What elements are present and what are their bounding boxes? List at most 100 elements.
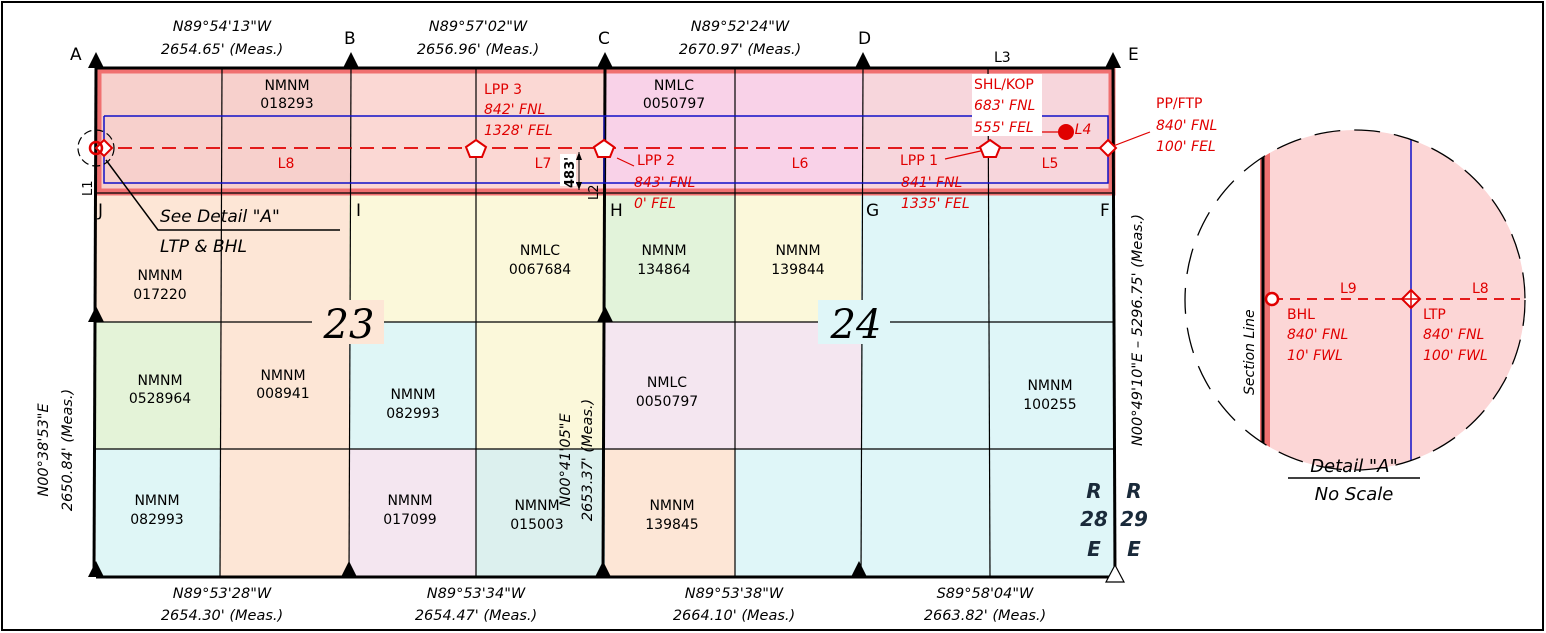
detail-bhl-fnl: 840' FNL — [1287, 327, 1348, 343]
bearing-bottom-1-dist: 2654.30' (Meas.) — [161, 608, 283, 624]
line-l6: L6 — [792, 156, 809, 172]
lease-0528964-number: 0528964 — [129, 391, 191, 407]
lease-100255-prefix: NMNM — [1027, 378, 1072, 394]
bearing-bottom-3-dist: 2664.10' (Meas.) — [673, 608, 795, 624]
pp-markers — [94, 138, 1118, 158]
lease-082993l-number: 082993 — [130, 512, 183, 528]
lpp1-fnl: 841' FNL — [901, 175, 962, 191]
bearing-left: N00°38'53"E — [36, 403, 52, 497]
bearing-bottom-1: N89°53'28"W — [173, 586, 272, 602]
shl-bg — [972, 74, 1042, 136]
lpp3-fnl: 842' FNL — [484, 102, 545, 118]
lease-134864-number: 134864 — [637, 262, 691, 278]
corner-j: J — [97, 201, 103, 221]
lease-0050797-number: 0050797 — [643, 96, 705, 112]
lpp3-label: LPP 3 — [484, 82, 522, 98]
lease-100255-number: 100255 — [1023, 397, 1076, 413]
lease-017099-number: 017099 — [383, 512, 436, 528]
bearing-bottom-3: N89°53'38"W — [685, 586, 784, 602]
lease-0067684-number: 0067684 — [509, 262, 571, 278]
section-23-label: 23 — [323, 302, 375, 348]
dim-bg — [560, 154, 576, 186]
detail-section-line: Section Line — [1242, 309, 1258, 395]
bearing-top-3: N89°52'24"W — [691, 19, 790, 35]
lease-0050797b-number: 0050797 — [636, 394, 698, 410]
detail-l9: L9 — [1340, 281, 1357, 297]
corner-monument-open — [1105, 563, 1125, 583]
bearing-middle: N00°41'05"E — [558, 413, 574, 507]
detail-ltp-fwl: 100' FWL — [1423, 348, 1488, 364]
lpp2-label: LPP 2 — [637, 153, 675, 169]
bearing-bottom-2: N89°53'34"W — [427, 586, 526, 602]
lpp1-fel: 1335' FEL — [901, 196, 970, 212]
detail-callout-circle — [77, 129, 115, 167]
line-l7: L7 — [535, 156, 552, 172]
bearing-middle-dist: 2653.37' (Meas.) — [580, 399, 596, 521]
range-28-num: 28 — [1080, 507, 1108, 531]
lease-008941-number: 008941 — [256, 386, 309, 402]
lease-018293-number: 018293 — [260, 96, 313, 112]
ftp-fel: 100' FEL — [1156, 139, 1216, 155]
lease-139844-number: 139844 — [771, 262, 825, 278]
dim-483: 483' — [563, 157, 578, 188]
corner-b: B — [344, 29, 356, 49]
lease-0050797b-prefix: NMLC — [647, 375, 687, 391]
lease-008941-prefix: NMNM — [260, 368, 305, 384]
lease-139844-prefix: NMNM — [775, 243, 820, 259]
bearing-left-dist: 2650.84' (Meas.) — [60, 389, 76, 511]
lpp3-marker — [464, 138, 488, 158]
range-29-r: R — [1126, 479, 1141, 503]
line-l2: L2 — [587, 184, 602, 200]
lpp3-fel: 1328' FEL — [484, 123, 553, 139]
detail-a — [1184, 129, 1526, 471]
see-detail-sub: LTP & BHL — [160, 237, 247, 257]
section-23-bg — [312, 300, 384, 344]
detail-ltp-fnl: 840' FNL — [1423, 327, 1484, 343]
detail-subtitle: No Scale — [1315, 484, 1394, 505]
corner-i: I — [356, 201, 361, 221]
lpp1-label: LPP 1 — [900, 153, 938, 169]
detail-bhl-label: BHL — [1287, 307, 1315, 323]
lpp2-fel: 0' FEL — [634, 196, 676, 212]
lpp2-marker — [592, 138, 616, 158]
ftp-fnl: 840' FNL — [1156, 118, 1217, 134]
see-detail-label: See Detail "A" — [160, 207, 280, 227]
lease-082993l-prefix: NMNM — [134, 493, 179, 509]
lease-139845-prefix: NMNM — [649, 498, 694, 514]
shl-fel: 555' FEL — [974, 120, 1034, 136]
lease-082993-prefix: NMNM — [390, 387, 435, 403]
lease-0067684-prefix: NMLC — [520, 243, 560, 259]
shl-fnl: 683' FNL — [974, 98, 1035, 114]
corner-h: H — [610, 201, 623, 221]
line-l4: L4 — [1075, 122, 1092, 138]
bearing-top-2-dist: 2656.96' (Meas.) — [417, 42, 539, 58]
corner-f: F — [1100, 201, 1110, 221]
lease-134864-prefix: NMNM — [641, 243, 686, 259]
shl-label: SHL/KOP — [974, 77, 1034, 93]
lease-015003-number: 015003 — [510, 517, 563, 533]
bearing-right: N00°49'10"E – 5296.75' (Meas.) — [1130, 214, 1146, 446]
lpp2-fnl: 843' FNL — [634, 175, 695, 191]
section-24-bg — [818, 300, 890, 344]
lease-139845-number: 139845 — [645, 517, 698, 533]
lease-017220-prefix: NMNM — [137, 268, 182, 284]
shl-marker — [1058, 124, 1074, 140]
corner-e: E — [1128, 45, 1139, 65]
corner-c: C — [598, 29, 610, 49]
corner-monuments — [88, 52, 1121, 577]
detail-title: Detail "A" — [1310, 456, 1398, 477]
lease-0528964-prefix: NMNM — [137, 373, 182, 389]
corner-a: A — [70, 45, 82, 65]
bearing-top-3-dist: 2670.97' (Meas.) — [679, 42, 801, 58]
bearing-bottom-2-dist: 2654.47' (Meas.) — [415, 608, 537, 624]
lease-015003-prefix: NMNM — [514, 498, 559, 514]
line-l1: L1 — [81, 180, 96, 196]
section-24-label: 24 — [830, 302, 882, 348]
detail-l8: L8 — [1472, 281, 1489, 297]
range-28-e: E — [1087, 537, 1101, 561]
bearing-top-2: N89°57'02"W — [429, 19, 528, 35]
bearing-top-1: N89°54'13"W — [173, 19, 272, 35]
bhl-marker — [88, 140, 104, 156]
corner-g: G — [866, 201, 879, 221]
